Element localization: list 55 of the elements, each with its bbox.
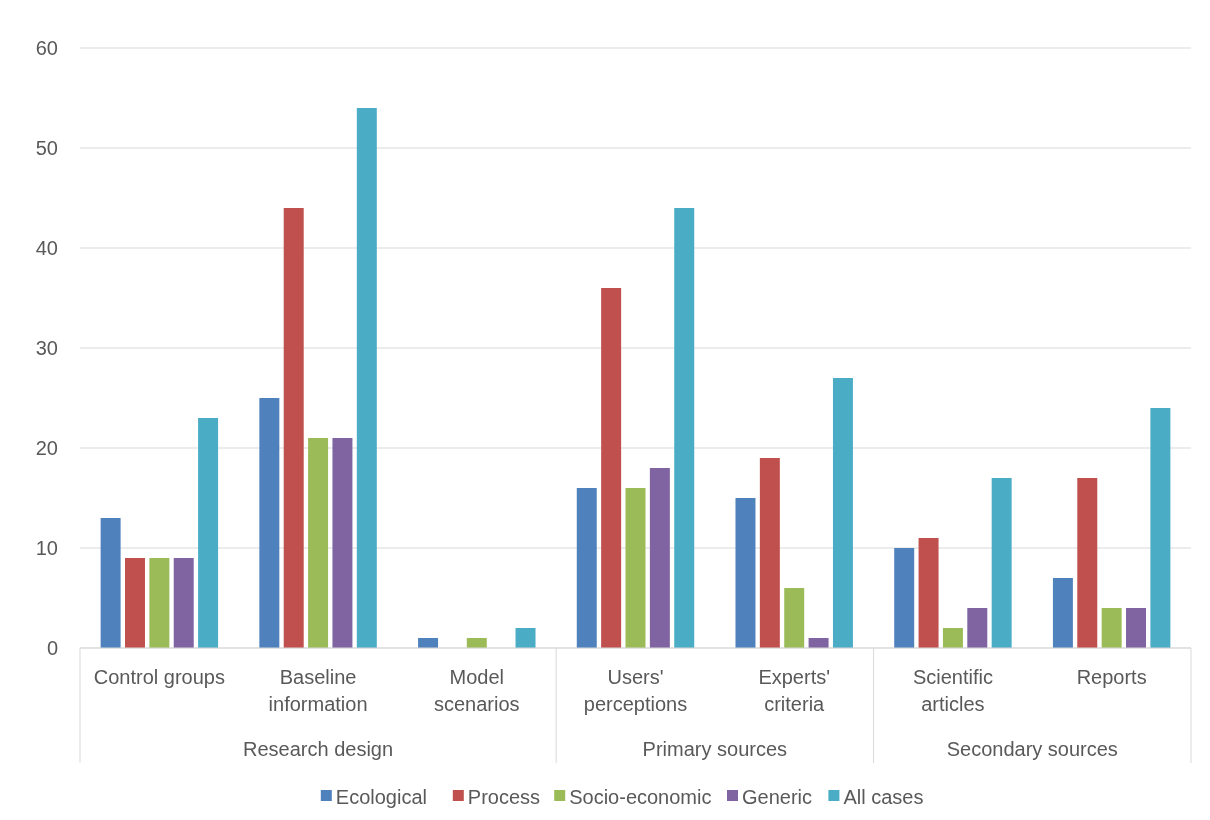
x-tick-label: Baseline information — [268, 666, 368, 715]
bar — [967, 608, 988, 648]
bar — [601, 288, 622, 648]
bar — [735, 498, 756, 648]
text: Research design — [243, 738, 394, 760]
bar — [1150, 408, 1171, 648]
legend-label: All cases — [843, 786, 924, 808]
x-tick-label: Experts' criteria — [758, 666, 831, 715]
x-tick-label: Users' perceptions — [583, 666, 688, 715]
y-tick-label: 0 — [46, 637, 58, 659]
bar — [1052, 578, 1073, 648]
bar — [356, 108, 377, 648]
bar — [1077, 478, 1098, 648]
bar — [576, 488, 597, 648]
bar — [674, 208, 695, 648]
bar — [173, 558, 194, 648]
bar — [784, 588, 805, 648]
y-tick-label: 60 — [35, 37, 58, 59]
y-tick-label: 20 — [35, 437, 58, 459]
bar — [308, 438, 329, 648]
x-tick-label: Model scenarios — [433, 666, 520, 715]
bar — [259, 398, 280, 648]
text: Secondary sources — [946, 738, 1118, 760]
bar — [1101, 608, 1122, 648]
text: Primary sources — [642, 738, 788, 760]
x-tick-label: Reports — [1076, 666, 1147, 688]
legend-label: Generic — [742, 786, 813, 808]
bar — [466, 638, 487, 648]
bar — [759, 458, 780, 648]
legend-label: Socio-economic — [569, 786, 712, 808]
y-tick-label: 50 — [35, 137, 58, 159]
bar — [149, 558, 170, 648]
x-tick-label: Control groups — [93, 666, 225, 688]
bar — [625, 488, 646, 648]
bar — [515, 628, 536, 648]
legend-label: Process — [467, 786, 541, 808]
legend-label: Ecological — [335, 786, 427, 808]
bar — [918, 538, 939, 648]
bar — [991, 478, 1012, 648]
y-tick-label: 10 — [35, 537, 58, 559]
bar — [125, 558, 145, 648]
bar — [418, 638, 439, 648]
bar — [649, 468, 670, 648]
bar — [1126, 608, 1146, 648]
bar — [942, 628, 963, 648]
y-tick-label: 40 — [35, 237, 58, 259]
bar — [894, 548, 915, 648]
bar — [332, 438, 353, 648]
bar — [198, 418, 219, 648]
y-tick-label: 30 — [35, 337, 58, 359]
x-tick-label: Scientific articles — [912, 666, 993, 715]
bar — [283, 208, 304, 648]
bar — [832, 378, 853, 648]
bar — [808, 638, 829, 648]
bar — [100, 518, 121, 648]
